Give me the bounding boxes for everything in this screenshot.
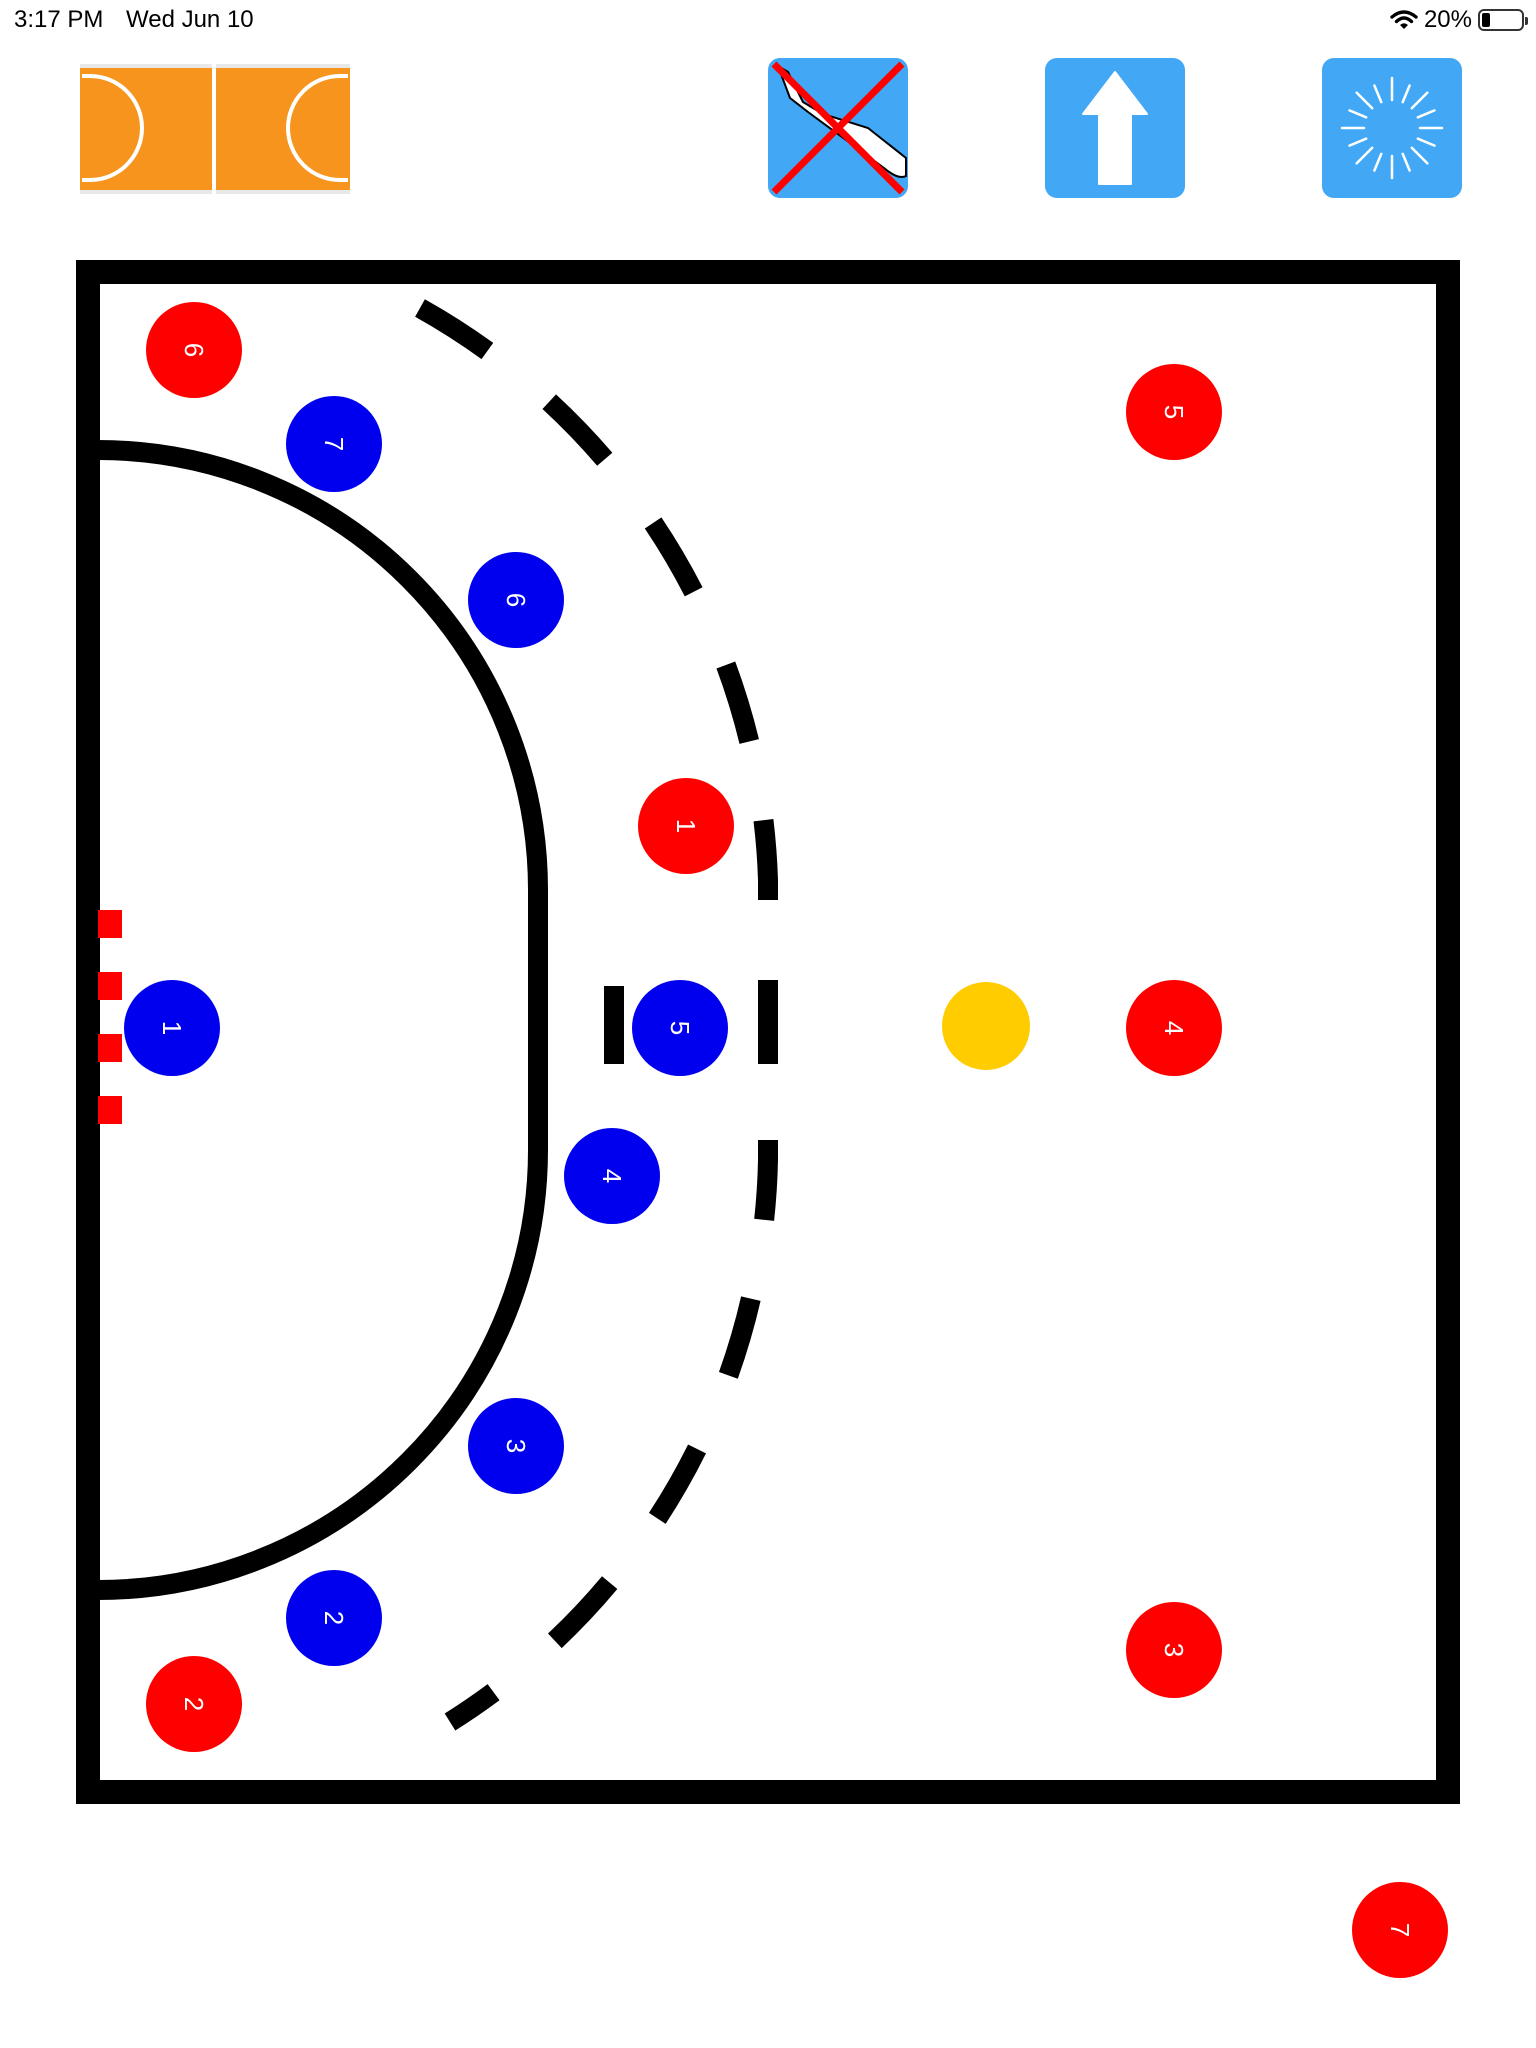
red-player-2[interactable]: 2: [146, 1656, 242, 1752]
player-number: 5: [1159, 405, 1189, 419]
player-number: 4: [1159, 1021, 1189, 1035]
blue-player-1[interactable]: 1: [124, 980, 220, 1076]
red-player-4[interactable]: 4: [1126, 980, 1222, 1076]
player-number: 7: [319, 437, 349, 451]
battery-fill: [1482, 13, 1490, 27]
player-token: [124, 980, 220, 1076]
seven-meter-mark-right: [758, 986, 778, 1064]
spinner-tick: [1410, 146, 1429, 165]
player-token: [146, 1656, 242, 1752]
status-right: 20%: [1390, 6, 1528, 34]
status-bar: 3:17 PM Wed Jun 10 20%: [0, 0, 1536, 40]
spinner-tick: [1355, 91, 1374, 110]
ball[interactable]: [942, 982, 1030, 1070]
player-token: [1352, 1882, 1448, 1978]
spinner-tick: [1416, 137, 1436, 147]
spinner-tick: [1373, 84, 1383, 104]
spinner-tick: [1401, 84, 1411, 104]
goal-post-segment: [98, 972, 122, 1000]
spinner-tick: [1355, 146, 1374, 165]
player-number: 5: [665, 1021, 695, 1035]
player-number: 2: [179, 1697, 209, 1711]
move-up-button[interactable]: [1045, 58, 1185, 198]
status-date: Wed Jun 10: [126, 6, 254, 33]
goal-post-segment: [98, 1034, 122, 1062]
free-throw-line: [415, 299, 778, 1731]
player-token: [146, 302, 242, 398]
red-player-1[interactable]: 1: [638, 778, 734, 874]
player-number: 1: [157, 1021, 187, 1035]
blue-team: 7 6 1 5 4 3 2: [124, 396, 728, 1666]
player-token: [468, 1398, 564, 1494]
up-arrow-icon: [1082, 71, 1148, 185]
blue-player-2[interactable]: 2: [286, 1570, 382, 1666]
player-number: 2: [319, 1611, 349, 1625]
player-token: [286, 396, 382, 492]
handball-court-icon: [80, 64, 350, 194]
player-token: [1126, 980, 1222, 1076]
goal-post-segment: [98, 1096, 122, 1124]
seven-meter-mark-left: [604, 986, 624, 1064]
goal-area-line: [97, 440, 548, 1600]
toggle-drawing-button[interactable]: [768, 58, 908, 198]
court-layout-button[interactable]: [80, 64, 350, 194]
player-token: [632, 980, 728, 1076]
player-number: 1: [671, 819, 701, 833]
spinner-tick: [1348, 137, 1368, 147]
blue-player-5[interactable]: 5: [632, 980, 728, 1076]
player-number: 6: [179, 343, 209, 357]
battery-icon: [1478, 9, 1528, 31]
red-player-7[interactable]: 7: [1352, 1882, 1448, 1978]
blue-player-6[interactable]: 6: [468, 552, 564, 648]
blue-player-7[interactable]: 7: [286, 396, 382, 492]
spinner-tick: [1348, 109, 1368, 119]
player-token: [286, 1570, 382, 1666]
player-token: [1126, 364, 1222, 460]
blue-player-3[interactable]: 3: [468, 1398, 564, 1494]
player-token: [1126, 1602, 1222, 1698]
wifi-icon: [1390, 9, 1418, 31]
player-token: [564, 1128, 660, 1224]
spinner-tick: [1410, 91, 1429, 110]
player-number: 3: [501, 1439, 531, 1453]
player-number: 3: [1159, 1643, 1189, 1657]
spinner-tick: [1373, 152, 1383, 172]
red-player-5[interactable]: 5: [1126, 364, 1222, 460]
player-number: 7: [1385, 1923, 1415, 1937]
spinner-tick: [1416, 109, 1436, 119]
spinner-tick: [1401, 152, 1411, 172]
player-token: [468, 552, 564, 648]
drawing-disabled-icon: [771, 61, 907, 195]
goal-post-segment: [98, 910, 122, 938]
red-team: 6 5 1 4 3 2 7: [146, 302, 1448, 1978]
red-player-6[interactable]: 6: [146, 302, 242, 398]
battery-percent: 20%: [1423, 6, 1472, 33]
blue-player-4[interactable]: 4: [564, 1128, 660, 1224]
status-time: 3:17 PM: [14, 6, 104, 33]
loading-spinner-icon: [1340, 76, 1444, 180]
reset-button[interactable]: [1322, 58, 1462, 198]
player-token: [638, 778, 734, 874]
red-player-3[interactable]: 3: [1126, 1602, 1222, 1698]
player-number: 4: [597, 1169, 627, 1183]
player-number: 6: [501, 593, 531, 607]
